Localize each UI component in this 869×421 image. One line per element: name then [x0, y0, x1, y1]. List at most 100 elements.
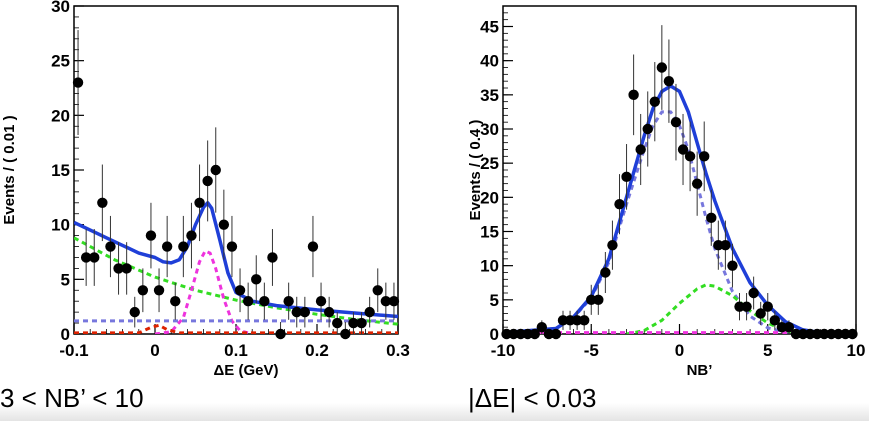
left-data-point: [364, 306, 375, 318]
left-data-point: [97, 197, 108, 208]
right-data-point: [649, 96, 660, 107]
left-data-point: [315, 296, 327, 307]
left-data-point: [226, 241, 238, 252]
right-data-point: [720, 239, 731, 251]
left-data-point: [202, 175, 213, 187]
right-fit-curve: [503, 84, 856, 334]
right-ytick-label: 0: [490, 325, 499, 344]
left-xtick-label: 0: [150, 341, 159, 360]
right-plot-frame: [502, 5, 857, 335]
right-data-point: [741, 301, 752, 312]
left-data-point: [234, 285, 246, 296]
left-data-point: [332, 317, 343, 329]
left-data-point: [153, 285, 165, 296]
left-ytick-label: 20: [51, 106, 70, 125]
right-data-point: [677, 144, 689, 155]
left-ytick-label: 30: [51, 0, 70, 16]
left-data-point: [113, 263, 124, 274]
left-data-point: [242, 296, 254, 307]
left-xtick-label: -0.1: [59, 341, 88, 360]
right-data-point: [593, 294, 604, 306]
left-component-curve: [74, 323, 398, 334]
right-ytick-label: 15: [480, 223, 499, 242]
right-data-point: [684, 151, 696, 162]
right-yaxis-label: Events / ( 0.4 ): [467, 120, 484, 221]
right-data-point: [727, 260, 738, 271]
right-ytick-label: 25: [480, 154, 499, 173]
left-data-point: [80, 252, 92, 263]
right-xtick-label: 5: [763, 341, 772, 360]
left-xtick-label: 0.3: [386, 341, 410, 360]
right-data-point: [656, 62, 668, 73]
right-data-point: [706, 212, 717, 224]
right-data-point: [550, 328, 562, 340]
left-xaxis-label: ΔE (GeV): [214, 362, 279, 379]
right-data-point: [691, 178, 703, 189]
right-ytick-label: 35: [480, 86, 499, 105]
right-data-point: [635, 144, 646, 155]
right-data-point: [847, 328, 858, 340]
right-ytick-label: 40: [480, 52, 499, 71]
left-data-point: [194, 197, 205, 208]
left-data-point: [170, 296, 181, 307]
left-data-point: [388, 296, 400, 307]
right-data-point: [755, 308, 766, 319]
left-component-curve: [74, 236, 398, 326]
left-data-point: [137, 285, 149, 296]
right-data-point: [769, 315, 781, 326]
right-xtick-label: -5: [584, 341, 599, 360]
left-data-point: [348, 317, 359, 329]
left-data-point: [89, 252, 100, 263]
left-data-point: [307, 241, 319, 252]
right-component-curve: [626, 283, 804, 334]
caption-right: |ΔE| < 0.03: [468, 383, 597, 413]
left-ytick-label: 10: [51, 216, 70, 235]
right-xtick-label: -10: [491, 341, 516, 360]
right-ytick-label: 5: [490, 291, 499, 310]
right-data-point: [600, 267, 611, 278]
right-ytick-label: 45: [480, 18, 499, 37]
left-data-point: [340, 328, 351, 340]
right-component-curve: [503, 110, 856, 334]
right-data-point: [670, 116, 682, 128]
left-component-curve: [154, 249, 253, 334]
right-data-point: [614, 198, 625, 210]
right-data-point: [783, 321, 795, 333]
right-data-point: [628, 89, 639, 101]
slide-footer-band: [0, 403, 869, 421]
left-data-point: [178, 241, 189, 252]
right-ytick-label: 20: [480, 188, 499, 207]
caption-left: 3 < NB’ < 10: [0, 383, 144, 413]
left-data-point: [299, 306, 311, 318]
left-data-point: [121, 263, 132, 274]
left-data-point: [251, 274, 262, 285]
left-data-point: [72, 77, 84, 88]
right-chart: 0 5 10 15 20 25 30 35 40 45 -10 -5 0 5 10 NB’ Events / (…: [467, 5, 865, 379]
left-data-point: [283, 296, 294, 307]
left-xtick-label: 0.1: [224, 341, 248, 360]
right-data-point: [642, 123, 653, 135]
right-data-point: [578, 315, 590, 326]
right-data-point: [699, 151, 710, 162]
left-data-point: [210, 164, 221, 176]
right-data-point: [607, 239, 618, 251]
right-data-point: [748, 287, 759, 299]
right-ytick-label: 30: [480, 120, 499, 139]
left-data-point: [259, 296, 270, 307]
left-data-point: [275, 328, 286, 340]
right-data-point: [762, 301, 773, 312]
left-data-point: [186, 230, 197, 241]
left-data-point: [145, 230, 157, 241]
left-xtick-label: 0.2: [305, 341, 329, 360]
right-data-point: [529, 328, 540, 340]
left-data-point: [267, 252, 278, 263]
right-xtick-label: 0: [675, 341, 684, 360]
right-ytick-label: 10: [480, 257, 499, 276]
left-data-point: [291, 306, 302, 318]
left-yaxis-label: Events / ( 0.01 ): [1, 115, 18, 224]
left-ytick-label: 15: [51, 161, 70, 180]
right-data-point: [536, 321, 548, 333]
right-xaxis-label: NB’: [687, 362, 713, 379]
